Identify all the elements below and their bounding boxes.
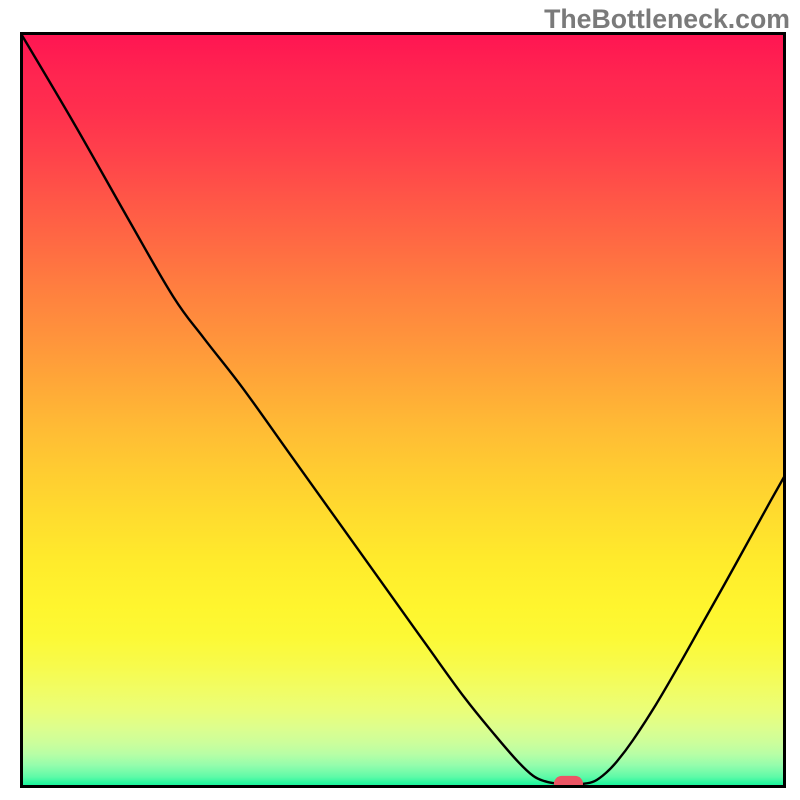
- plot-frame: [20, 32, 786, 788]
- plot-border: [20, 32, 786, 788]
- watermark-text: TheBottleneck.com: [544, 4, 790, 35]
- chart-container: TheBottleneck.com: [0, 0, 800, 800]
